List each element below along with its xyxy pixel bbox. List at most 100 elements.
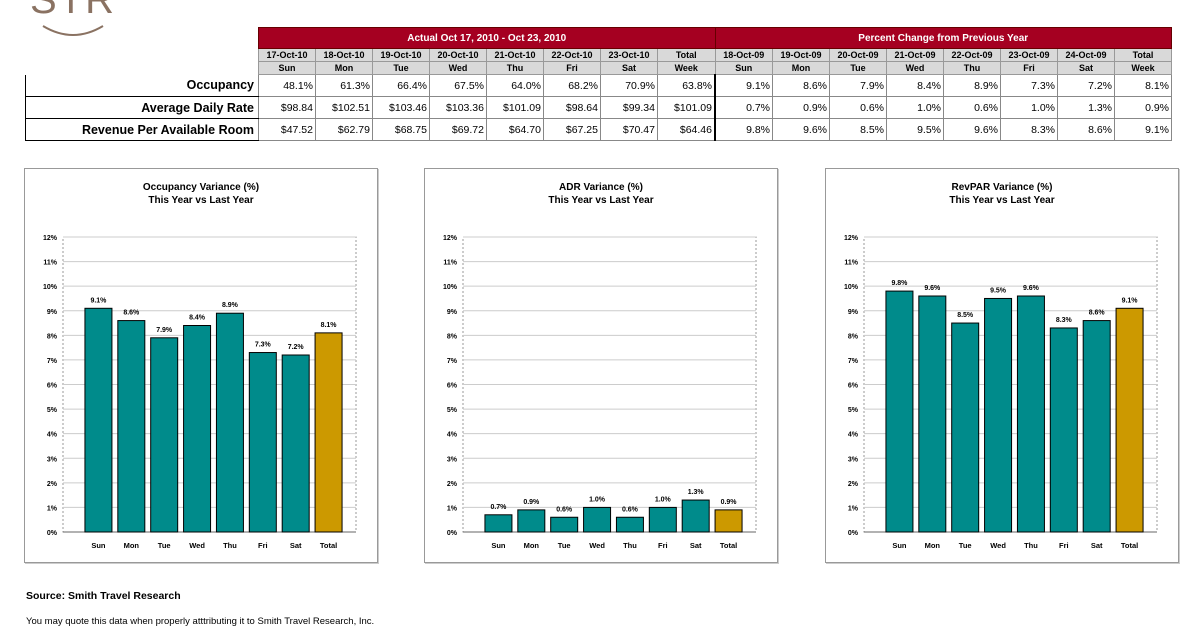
change-value: 0.6% [829, 96, 887, 119]
y-tick-label: 7% [447, 358, 458, 365]
y-tick-label: 11% [43, 260, 57, 267]
actual-value: 70.9% [600, 74, 658, 97]
column-header: Tue [829, 61, 887, 75]
bar-thu [615, 516, 644, 533]
data-label: 0.7% [490, 504, 507, 511]
y-tick-label: 11% [443, 260, 457, 267]
change-value: 8.5% [829, 118, 887, 141]
y-tick-label: 1% [447, 505, 458, 512]
bar-wed [583, 506, 612, 533]
bar-thu [1016, 295, 1045, 533]
actual-value: 63.8% [657, 74, 716, 97]
column-header: Thu [486, 61, 544, 75]
column-dates-row: 17-Oct-10 18-Oct-10 19-Oct-10 20-Oct-10 21-O… [25, 48, 1172, 62]
x-tick-label: Thu [623, 541, 637, 550]
actual-value: $98.84 [258, 96, 316, 119]
actual-value: $103.36 [429, 96, 487, 119]
logo-text: STR [30, 0, 116, 22]
y-tick-label: 4% [848, 432, 859, 439]
data-label: 7.3% [255, 342, 272, 349]
change-value: 9.8% [714, 118, 773, 141]
y-tick-label: 6% [848, 383, 859, 390]
chart-plot: 0% 1% 2% 3% 4% 5% 6% 7% 8% 9% 10% 11% 12% 9.1% Sun 8.6%… [43, 235, 357, 550]
y-tick-label: 6% [447, 383, 458, 390]
change-value: 0.9% [772, 96, 830, 119]
x-tick-label: Thu [223, 541, 237, 550]
x-tick-label: Wed [990, 541, 1006, 550]
data-label: 0.6% [622, 506, 639, 513]
y-tick-label: 9% [447, 309, 458, 316]
change-value: 0.6% [943, 96, 1001, 119]
source-label: Source: Smith Travel Research [26, 590, 181, 602]
change-value: 1.0% [1000, 96, 1058, 119]
bar-sat [1082, 320, 1111, 533]
bar-mon [517, 509, 546, 533]
column-header: 18-Oct-10 [315, 48, 373, 62]
x-tick-label: Tue [558, 541, 571, 550]
bar-fri [648, 506, 677, 533]
y-tick-label: 1% [848, 505, 859, 512]
table-row: Average Daily Rate $98.84 $102.51 $103.46 $1… [25, 96, 1172, 119]
data-label: 8.6% [123, 310, 140, 317]
data-label: 9.6% [924, 285, 941, 292]
data-label: 8.5% [957, 312, 974, 319]
change-value: 7.2% [1057, 74, 1115, 97]
y-tick-label: 1% [47, 505, 58, 512]
attribution-note: You may quote this data when properly at… [26, 616, 375, 627]
bar-tue [150, 337, 179, 533]
column-header: Sat [1057, 61, 1115, 75]
change-value: 9.5% [886, 118, 944, 141]
blank-cell [25, 61, 259, 75]
column-header: 21-Oct-09 [886, 48, 944, 62]
row-label: Average Daily Rate [25, 96, 259, 119]
y-tick-label: 8% [47, 333, 58, 340]
x-tick-label: Tue [158, 541, 171, 550]
data-label: 0.6% [556, 506, 573, 513]
y-tick-label: 9% [848, 309, 859, 316]
actual-value: $98.64 [543, 96, 601, 119]
x-tick-label: Fri [658, 541, 668, 550]
x-tick-label: Fri [258, 541, 268, 550]
column-header: 23-Oct-09 [1000, 48, 1058, 62]
change-value: 8.4% [886, 74, 944, 97]
chart-title-line: ADR Variance (%) [559, 182, 643, 193]
actual-value: $62.79 [315, 118, 373, 141]
actual-value: 68.2% [543, 74, 601, 97]
str-logo: STR® [30, 0, 125, 23]
data-label: 8.6% [1089, 310, 1106, 317]
y-tick-label: 12% [443, 235, 458, 242]
data-label: 7.2% [288, 344, 305, 351]
percent-change-header: Percent Change from Previous Year [714, 27, 1172, 49]
y-tick-label: 0% [848, 530, 859, 537]
x-tick-label: Tue [959, 541, 972, 550]
chart-title: Occupancy Variance (%) This Year vs Last … [25, 181, 377, 207]
chart-plot: 0% 1% 2% 3% 4% 5% 6% 7% 8% 9% 10% 11% 12% 9.8% Sun 9.6%… [844, 235, 1158, 550]
y-tick-label: 3% [447, 456, 458, 463]
bar-wed [984, 297, 1013, 533]
column-header: Mon [315, 61, 373, 75]
y-tick-label: 4% [447, 432, 458, 439]
actual-value: $67.25 [543, 118, 601, 141]
column-header: 23-Oct-10 [600, 48, 658, 62]
data-label: 8.3% [1056, 317, 1073, 324]
actual-value: 64.0% [486, 74, 544, 97]
x-tick-label: Sat [290, 541, 302, 550]
y-tick-label: 2% [47, 481, 58, 488]
column-header: Sat [600, 61, 658, 75]
revpar-variance-chart: RevPAR Variance (%) This Year vs Last Yea… [825, 168, 1179, 563]
column-header: Total [657, 48, 716, 62]
logo-smile-icon [42, 25, 104, 36]
change-value: 9.1% [1114, 118, 1172, 141]
bar-sun [84, 307, 113, 533]
column-header: Total [1114, 48, 1172, 62]
change-value: 8.1% [1114, 74, 1172, 97]
data-label: 9.8% [891, 280, 908, 287]
y-tick-label: 5% [47, 407, 58, 414]
change-value: 8.6% [1057, 118, 1115, 141]
y-tick-label: 8% [848, 333, 859, 340]
column-header: 21-Oct-10 [486, 48, 544, 62]
change-value: 1.0% [886, 96, 944, 119]
actual-value: $70.47 [600, 118, 658, 141]
chart-subtitle: This Year vs Last Year [148, 195, 254, 206]
column-header: Sun [258, 61, 316, 75]
